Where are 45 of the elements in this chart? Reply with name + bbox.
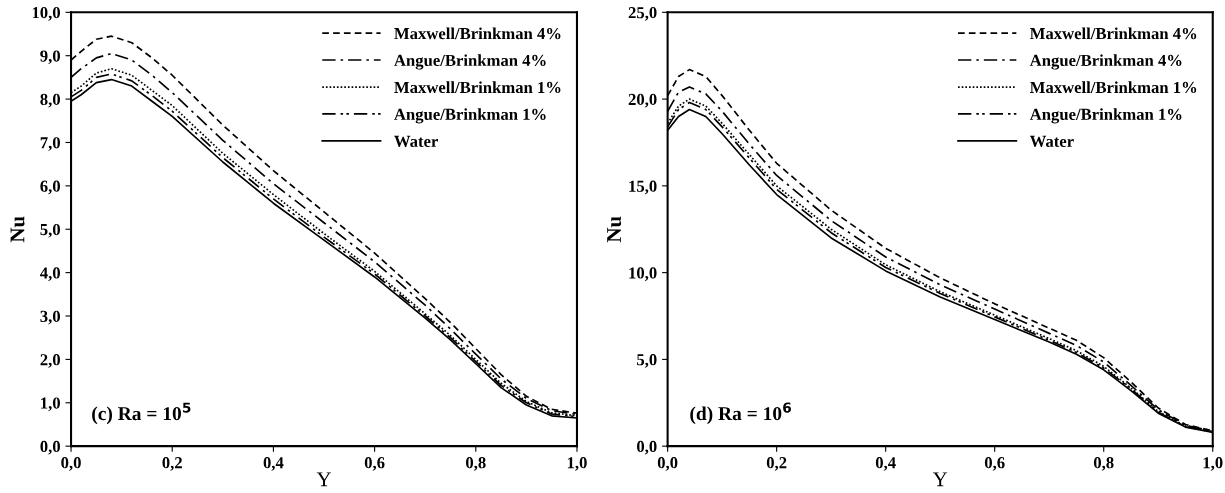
x-axis-title: Y xyxy=(932,472,948,487)
x-tick-label: 0,8 xyxy=(1093,457,1114,471)
y-tick-label: 5,0 xyxy=(40,223,60,238)
x-tick-label: 0,2 xyxy=(766,457,787,471)
annotation: (c) Ra = 10$^{5}$ xyxy=(92,402,191,425)
x-tick-label: 0,8 xyxy=(466,457,486,471)
y-tick-label: 0,0 xyxy=(40,440,60,455)
legend-label: Angue/Brinkman 4% xyxy=(394,54,546,70)
y-tick-label: 10,0 xyxy=(629,267,657,281)
x-tick-label: 0,4 xyxy=(875,457,896,471)
annotation: (d) Ra = 10$^{6}$ xyxy=(690,402,791,425)
y-axis-title: Nu xyxy=(10,216,25,243)
legend-label: Angue/Brinkman 1% xyxy=(1029,108,1182,124)
legend-label: Maxwell/Brinkman 4% xyxy=(1029,27,1197,40)
legend-label: Water xyxy=(394,135,438,148)
y-tick-label: 15,0 xyxy=(629,180,657,195)
x-tick-label: 0,0 xyxy=(61,457,81,471)
x-tick-label: 0,2 xyxy=(162,457,182,471)
x-tick-label: 1,0 xyxy=(1203,457,1223,471)
x-tick-label: 0,4 xyxy=(263,457,284,471)
legend-label: Maxwell/Brinkman 4% xyxy=(394,27,561,40)
x-tick-label: 0,0 xyxy=(657,457,678,471)
y-tick-label: 0,0 xyxy=(637,440,657,455)
y-tick-label: 6,0 xyxy=(40,180,60,195)
legend-label: Water xyxy=(1029,135,1074,148)
y-tick-label: 10,0 xyxy=(32,7,60,21)
y-tick-label: 4,0 xyxy=(40,267,60,281)
y-tick-label: 9,0 xyxy=(40,50,60,65)
x-axis-title: Y xyxy=(316,472,331,487)
legend-label: Maxwell/Brinkman 1% xyxy=(394,81,561,94)
y-tick-label: 5,0 xyxy=(637,354,657,368)
y-tick-label: 1,0 xyxy=(41,397,60,412)
legend-label: Angue/Brinkman 1% xyxy=(394,108,546,124)
y-tick-label: 25,0 xyxy=(628,7,657,21)
legend-label: Angue/Brinkman 4% xyxy=(1029,54,1182,70)
x-tick-label: 0,6 xyxy=(984,457,1005,471)
y-tick-label: 2,0 xyxy=(40,354,60,368)
x-tick-label: 0,6 xyxy=(364,457,385,471)
y-tick-label: 3,0 xyxy=(40,310,60,325)
x-tick-label: 1,0 xyxy=(567,457,587,471)
y-axis-title: Nu xyxy=(607,216,622,243)
y-tick-label: 20,0 xyxy=(628,93,657,108)
y-tick-label: 7,0 xyxy=(40,137,60,151)
y-tick-label: 8,0 xyxy=(40,93,60,108)
legend-label: Maxwell/Brinkman 1% xyxy=(1029,81,1197,94)
